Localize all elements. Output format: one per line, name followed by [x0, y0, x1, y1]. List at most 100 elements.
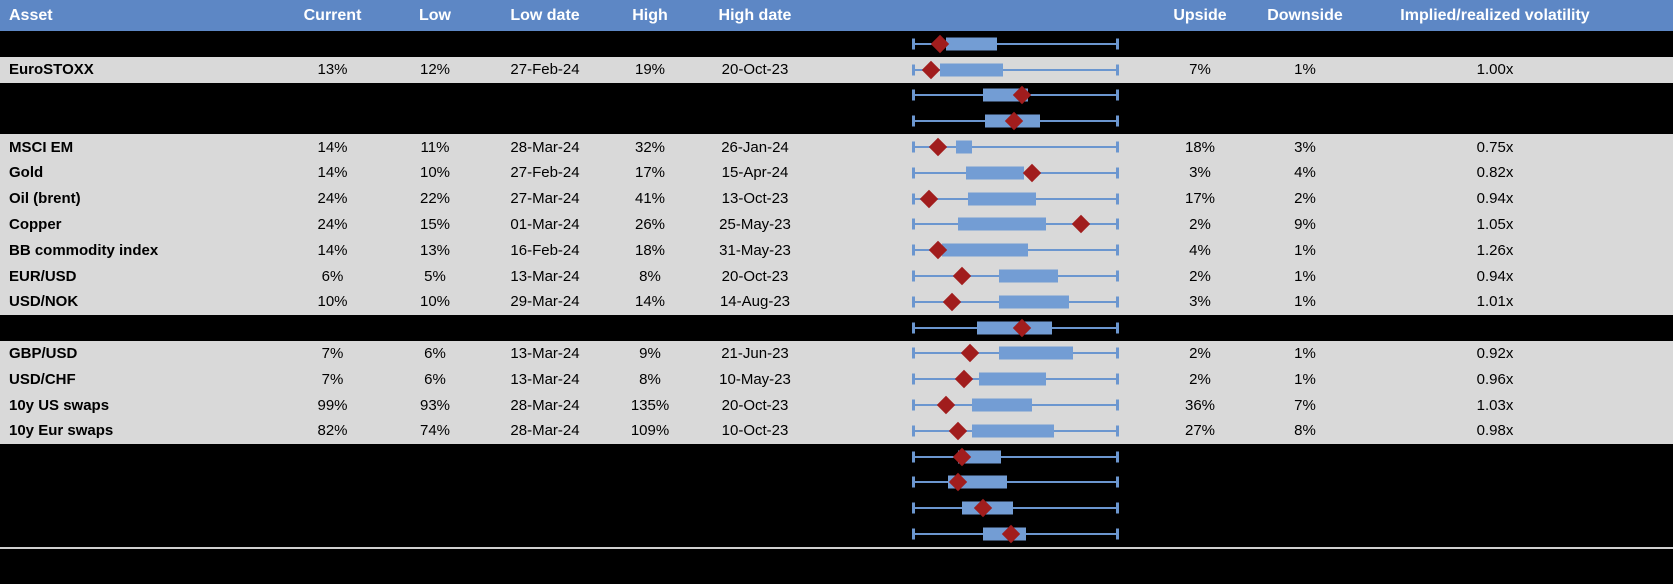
table-row: 10y Eur swaps 82% 74% 28-Mar-24 109% 10-Oct-2… [0, 417, 1673, 444]
low-value: 12% [419, 61, 451, 79]
high-value: 135% [630, 396, 670, 414]
high-value: 14% [634, 293, 666, 311]
implied-realized-value: 1.26x [1476, 241, 1514, 259]
asset-name: USD/CHF [9, 370, 76, 388]
boxplot-axis [912, 418, 1119, 444]
upside-value: 36% [1184, 396, 1216, 414]
whisker-cap-left-icon [912, 141, 915, 153]
low-value: 5% [424, 267, 446, 285]
range-box [972, 398, 1032, 412]
low-value: 13% [419, 241, 451, 259]
table-body: EuroSTOXX 13% 12% 27-Feb-24 19% 20-Oct-23 7% 1%… [0, 31, 1673, 547]
whisker-cap-right-icon [1116, 64, 1119, 76]
whisker-cap-left-icon [912, 373, 915, 385]
current-value: 7% [321, 370, 344, 388]
table-row: Gold 14% 10% 27-Feb-24 17% 15-Apr-24 3% 4% 0.82x [0, 159, 1673, 186]
high-date-value: 20-Oct-23 [721, 61, 789, 79]
asset-name: EUR/USD [9, 267, 77, 285]
upside-value: 18% [1184, 138, 1216, 156]
boxplot-axis [912, 341, 1119, 367]
hidden-row [0, 469, 1673, 496]
whisker-cap-left-icon [912, 167, 915, 179]
table-row: GBP/USD 7% 6% 13-Mar-24 9% 21-Jun-23 2% 1% 0.92x [0, 340, 1673, 367]
column-header-implied-realized: Implied/realized volatility [1400, 6, 1590, 24]
downside-value: 1% [1294, 344, 1316, 362]
hidden-row [0, 314, 1673, 341]
high-date-value: 21-Jun-23 [721, 344, 789, 362]
whisker-line [913, 481, 1118, 484]
whisker-cap-right-icon [1116, 476, 1119, 488]
whisker-cap-right-icon [1116, 451, 1119, 463]
upside-value: 17% [1184, 190, 1216, 208]
upside-value: 4% [1189, 241, 1211, 259]
whisker-cap-right-icon [1116, 322, 1119, 334]
boxplot-axis [912, 160, 1119, 186]
table-row: USD/CHF 7% 6% 13-Mar-24 8% 10-May-23 2% 1% 0.96x [0, 366, 1673, 393]
low-value: 15% [419, 215, 451, 233]
range-box [966, 166, 1024, 180]
range-boxplot [810, 444, 1150, 470]
implied-realized-value: 0.94x [1476, 190, 1514, 208]
low-date-value: 28-Mar-24 [510, 422, 580, 440]
implied-realized-value: 0.82x [1476, 164, 1514, 182]
range-box [999, 295, 1069, 309]
current-marker-diamond-icon [1022, 163, 1042, 183]
range-box [939, 63, 1004, 77]
boxplot-axis [912, 108, 1119, 134]
range-box [968, 192, 1036, 206]
boxplot-axis [912, 263, 1119, 289]
low-value: 11% [420, 138, 450, 156]
current-marker-diamond-icon [936, 395, 955, 415]
low-date-value: 16-Feb-24 [510, 241, 580, 259]
low-value: 22% [419, 190, 451, 208]
implied-realized-value: 0.92x [1476, 344, 1514, 362]
asset-name: GBP/USD [9, 344, 78, 362]
downside-value: 4% [1294, 164, 1316, 182]
whisker-cap-right-icon [1116, 425, 1119, 437]
implied-realized-value: 0.94x [1476, 267, 1514, 285]
range-boxplot [810, 186, 1150, 212]
range-box [999, 346, 1073, 360]
column-header-upside: Upside [1173, 6, 1227, 24]
whisker-cap-right-icon [1116, 399, 1119, 411]
current-value: 7% [321, 344, 344, 362]
low-date-value: 13-Mar-24 [510, 267, 580, 285]
high-value: 19% [634, 61, 666, 79]
high-date-value: 13-Oct-23 [721, 190, 789, 208]
current-marker-diamond-icon [1071, 215, 1091, 234]
downside-value: 9% [1294, 215, 1316, 233]
current-marker-diamond-icon [928, 137, 947, 157]
implied-realized-value: 1.05x [1476, 215, 1514, 233]
whisker-cap-left-icon [912, 64, 915, 76]
whisker-cap-left-icon [912, 347, 915, 359]
whisker-cap-left-icon [912, 502, 915, 514]
boxplot-axis [912, 521, 1119, 547]
range-box [958, 450, 1002, 464]
upside-value: 2% [1189, 344, 1211, 362]
range-boxplot [810, 134, 1150, 160]
high-value: 8% [639, 267, 661, 285]
bottom-divider-line [0, 547, 1673, 549]
downside-value: 8% [1294, 422, 1316, 440]
table-row: Oil (brent) 24% 22% 27-Mar-24 41% 13-Oct-23 17… [0, 185, 1673, 212]
high-date-value: 15-Apr-24 [721, 164, 789, 182]
whisker-cap-left-icon [912, 425, 915, 437]
downside-value: 1% [1294, 293, 1316, 311]
whisker-cap-left-icon [912, 322, 915, 334]
range-box [945, 37, 997, 51]
range-box [958, 217, 1047, 231]
hidden-row [0, 31, 1673, 57]
column-header-current: Current [303, 6, 362, 24]
upside-value: 3% [1189, 293, 1211, 311]
low-date-value: 27-Feb-24 [510, 61, 580, 79]
current-value: 14% [317, 241, 348, 259]
asset-name: 10y Eur swaps [9, 422, 114, 440]
current-value: 14% [317, 138, 348, 156]
current-value: 14% [317, 164, 348, 182]
table-row: 10y US swaps 99% 93% 28-Mar-24 135% 20-Oct-23… [0, 392, 1673, 418]
boxplot-axis [912, 237, 1119, 263]
whisker-cap-left-icon [912, 115, 915, 127]
range-boxplot [810, 341, 1150, 367]
whisker-cap-right-icon [1116, 193, 1119, 205]
current-marker-diamond-icon [942, 292, 962, 312]
